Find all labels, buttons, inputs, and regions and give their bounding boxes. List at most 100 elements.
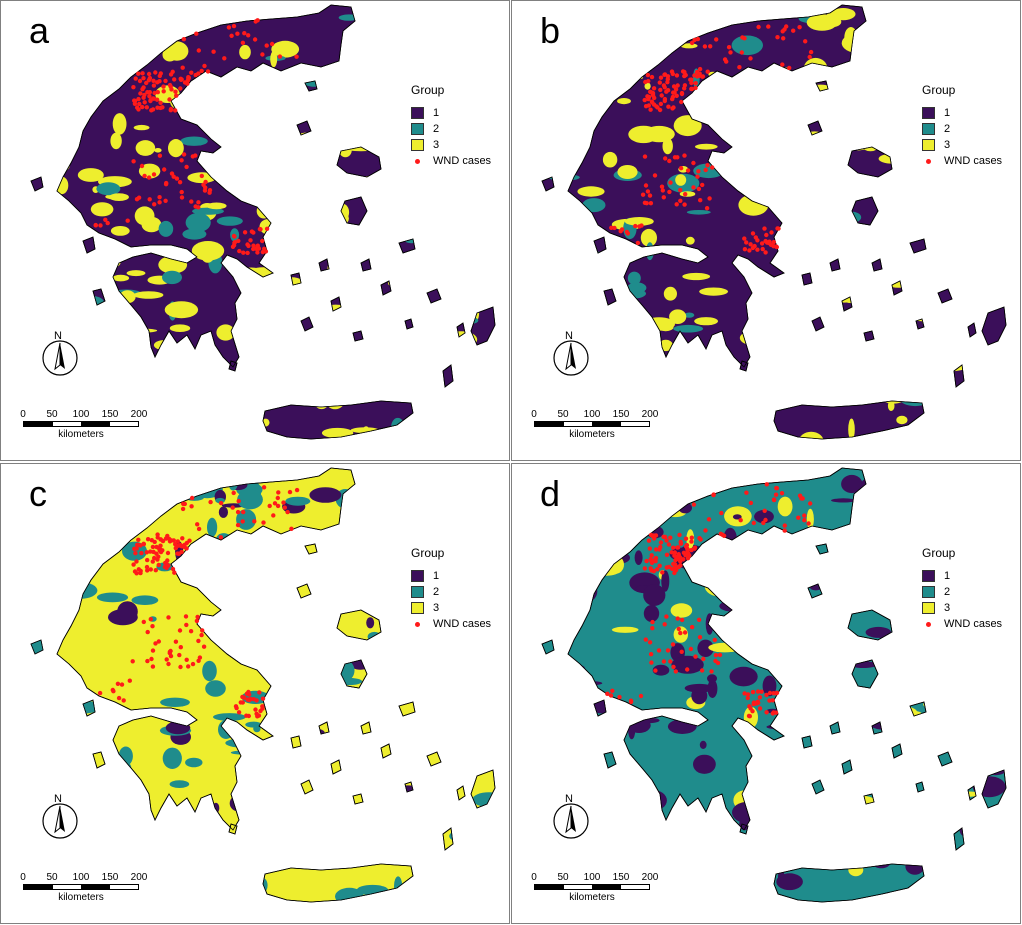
- category-patch: [682, 272, 711, 281]
- wnd-case-dot: [186, 76, 191, 82]
- wnd-case-dot: [294, 54, 299, 59]
- category-patch: [55, 519, 70, 537]
- wnd-case-dot: [671, 545, 676, 550]
- category-patch: [358, 175, 389, 190]
- category-patch: [458, 25, 473, 38]
- category-patch: [37, 202, 65, 225]
- north-arrow-icon: [42, 340, 78, 376]
- category-patch: [617, 98, 631, 105]
- category-patch: [661, 359, 675, 382]
- wnd-case-dot: [757, 695, 763, 700]
- wnd-case-dot: [766, 24, 771, 29]
- category-patch: [766, 384, 783, 397]
- wnd-case-dot: [167, 650, 172, 656]
- category-patch: [793, 581, 824, 587]
- wnd-case-dot: [147, 75, 153, 81]
- wnd-case-dot: [674, 93, 679, 99]
- category-patch: [415, 667, 441, 687]
- category-patch: [631, 22, 662, 42]
- category-patch: [78, 779, 101, 786]
- category-patch: [924, 24, 958, 45]
- wnd-case-dot: [235, 522, 241, 528]
- category-patch: [890, 431, 916, 439]
- category-patch: [766, 740, 791, 760]
- category-patch: [421, 43, 443, 60]
- category-patch: [810, 585, 822, 591]
- wnd-case-dot: [666, 542, 672, 547]
- wnd-case-dot: [702, 44, 708, 49]
- wnd-case-dot: [704, 206, 710, 211]
- wnd-case-dot: [694, 69, 700, 75]
- category-patch: [257, 180, 286, 191]
- wnd-case-dot: [705, 69, 710, 74]
- wnd-case-dot: [745, 695, 750, 701]
- wnd-case-dot: [646, 94, 652, 100]
- category-patch: [189, 468, 224, 478]
- wnd-case-dot: [764, 240, 770, 245]
- category-patch: [703, 839, 734, 855]
- coastline: [380, 743, 392, 759]
- category-patch: [207, 517, 218, 537]
- wnd-case-dot: [648, 652, 654, 657]
- category-patch: [548, 5, 564, 10]
- wnd-case-dot: [791, 28, 796, 33]
- category-patch: [792, 543, 800, 558]
- wnd-case-dot: [715, 660, 721, 666]
- category-patch: [928, 636, 944, 658]
- category-patch: [121, 762, 132, 777]
- category-patch: [394, 499, 420, 516]
- wnd-case-dot: [116, 695, 122, 701]
- wnd-case-dot: [271, 513, 276, 518]
- wnd-case-dot: [764, 692, 769, 698]
- category-patch: [737, 881, 765, 890]
- wnd-case-dot: [665, 648, 671, 653]
- category-patch: [336, 660, 355, 681]
- category-patch: [866, 270, 891, 281]
- wnd-case-dot: [642, 154, 648, 159]
- wnd-case-dot: [760, 246, 765, 252]
- scale-tick: 50: [557, 409, 569, 420]
- legend-title: Group: [922, 546, 956, 560]
- wnd-case-dot: [664, 552, 670, 557]
- wnd-case-dot: [660, 188, 665, 193]
- wnd-case-dot: [158, 100, 163, 106]
- wnd-case-dot: [605, 691, 610, 696]
- wnd-case-dot: [759, 689, 764, 694]
- category-patch: [556, 215, 581, 225]
- category-patch: [680, 882, 703, 894]
- wnd-case-dot: [260, 238, 265, 244]
- wnd-case-dot: [763, 250, 768, 255]
- category-patch: [707, 674, 717, 683]
- legend-title: Group: [411, 546, 445, 560]
- category-patch: [368, 143, 401, 152]
- wnd-case-dot: [156, 562, 161, 568]
- category-patch: [218, 720, 234, 739]
- category-patch: [815, 182, 825, 191]
- wnd-case-dot: [679, 99, 684, 105]
- category-patch: [555, 558, 576, 569]
- wnd-case-dot: [782, 528, 787, 533]
- category-patch: [480, 675, 492, 692]
- category-patch: [900, 530, 919, 541]
- wnd-case-dot: [245, 250, 250, 256]
- category-patch: [446, 734, 461, 739]
- category-patch: [719, 600, 747, 612]
- category-patch: [776, 873, 803, 891]
- category-patch: [611, 626, 639, 633]
- wnd-case-dot: [136, 542, 141, 548]
- category-patch: [695, 143, 718, 150]
- wnd-case-dot: [240, 40, 246, 45]
- legend-item-group-1: 1: [411, 105, 491, 121]
- category-patch: [295, 353, 317, 367]
- category-patch: [472, 674, 493, 685]
- wnd-case-dot: [698, 537, 703, 542]
- category-patch: [699, 740, 707, 749]
- wnd-case-dot: [742, 691, 747, 696]
- category-patch: [542, 120, 554, 128]
- wnd-case-dot: [674, 202, 679, 207]
- wnd-case-dot: [166, 563, 171, 568]
- category-patch: [327, 258, 353, 279]
- coastline: [829, 721, 841, 735]
- island-shape: [300, 316, 314, 332]
- coastline: [851, 196, 879, 226]
